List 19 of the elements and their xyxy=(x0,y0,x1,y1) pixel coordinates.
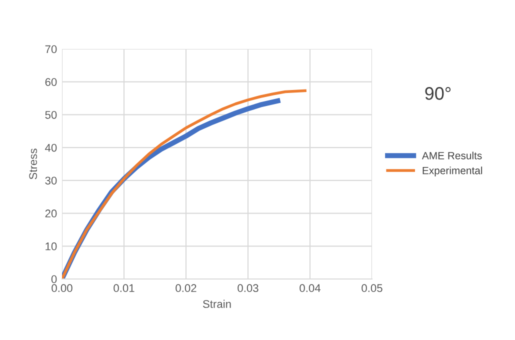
legend-label: Experimental xyxy=(422,166,482,176)
y-tick-label: 20 xyxy=(45,210,57,218)
x-tick-label: 0.04 xyxy=(300,284,320,292)
text: 90° xyxy=(425,87,451,100)
y-tick-label: 60 xyxy=(45,78,57,86)
y-tick-label: 40 xyxy=(45,144,57,152)
y-tick-label: 50 xyxy=(45,110,57,119)
x-tick-label: 0.01 xyxy=(114,284,134,292)
x-axis-title: Strain xyxy=(202,300,231,308)
x-tick-label: 0.02 xyxy=(176,284,196,292)
x-tick-label: 0.00 xyxy=(52,284,72,292)
y-axis-title: Stress xyxy=(29,148,38,180)
y-tick-label: 70 xyxy=(45,45,57,54)
x-tick-label: 0.03 xyxy=(238,284,258,292)
y-tick-label: 10 xyxy=(46,242,57,250)
y-tick-label: 30 xyxy=(45,176,57,185)
y-tick-label: 0 xyxy=(51,275,57,284)
legend-label: AME Results xyxy=(422,152,482,160)
x-tick-label: 0.05 xyxy=(362,284,382,292)
